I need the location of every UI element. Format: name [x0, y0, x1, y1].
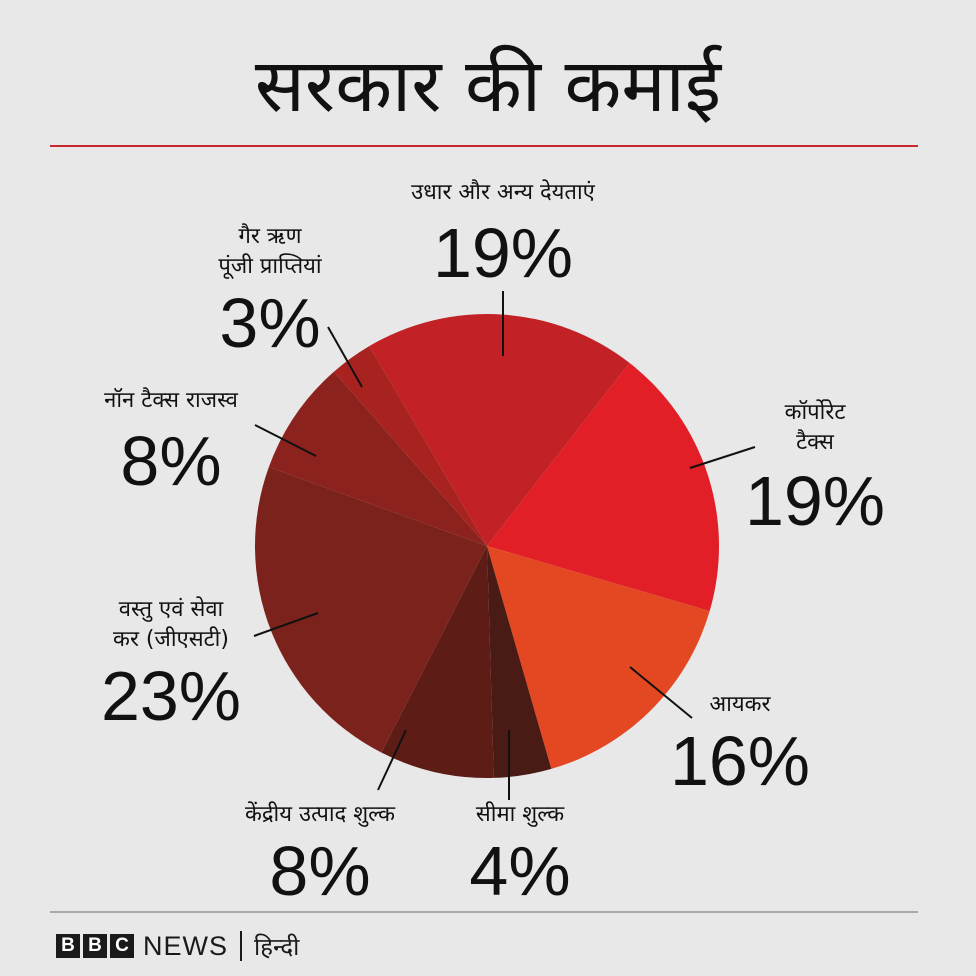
pie-slice-7 [333, 346, 487, 546]
slice-label: केंद्रीय उत्पाद शुल्क [244, 802, 395, 827]
pie-slice-0 [369, 313, 630, 546]
leader-line-corporate [689, 446, 756, 469]
slice-percent: 3% [219, 284, 321, 362]
label-borrowing: उधार और अन्य देयताएं 19% [318, 178, 688, 288]
label-income: आयकर 16% [640, 690, 840, 796]
slice-percent: 8% [120, 422, 222, 500]
slice-label: वस्तु एवं सेवा [118, 597, 224, 622]
slice-label: उधार और अन्य देयताएं [411, 180, 595, 205]
pie-slice-6 [268, 371, 487, 546]
slice-percent: 16% [669, 722, 811, 800]
chart-title: सरकार की कमाई [254, 43, 722, 129]
leader-line-nontax [254, 424, 317, 457]
slice-label: आयकर [709, 692, 771, 717]
label-customs: सीमा शुल्क 4% [420, 800, 620, 906]
bbc-letter: B [83, 934, 107, 958]
label-nontax: नॉन टैक्स राजस्व 8% [56, 386, 286, 496]
slice-percent: 23% [100, 657, 242, 735]
leader-line-excise [377, 729, 407, 791]
slice-percent: 19% [744, 462, 886, 540]
title-divider [50, 145, 918, 147]
bbc-news-hindi-logo: B B C NEWS हिन्दी [56, 926, 299, 966]
slice-label: कॉर्पोरेट [784, 400, 846, 425]
pie-slice-2 [487, 546, 710, 769]
slice-label: सीमा शुल्क [475, 802, 565, 827]
label-corporate: कॉर्पोरेट टैक्स 19% [720, 398, 910, 536]
language-name: हिन्दी [254, 932, 300, 961]
label-excise: केंद्रीय उत्पाद शुल्क 8% [190, 800, 450, 906]
pie-slice-4 [381, 546, 494, 779]
leader-line-capital [327, 326, 363, 388]
bbc-letter: B [56, 934, 80, 958]
pie-slice-3 [487, 546, 552, 778]
slice-label: पूंजी प्राप्तियां [218, 254, 322, 279]
pie-slice-5 [254, 467, 487, 753]
slice-percent: 8% [269, 832, 371, 910]
slice-percent: 19% [432, 214, 574, 292]
slice-label: गैर ऋण [238, 224, 302, 249]
bbc-logo: B B C [56, 934, 134, 958]
leader-line-income [629, 666, 693, 719]
pie-slice-1 [487, 362, 719, 612]
footer-divider [50, 911, 918, 913]
slice-label: कर (जीएसटी) [113, 627, 229, 652]
news-wordmark: NEWS [143, 930, 228, 961]
label-capital: गैर ऋण पूंजी प्राप्तियां 3% [160, 222, 380, 358]
label-gst: वस्तु एवं सेवा कर (जीएसटी) 23% [56, 595, 286, 731]
slice-label: नॉन टैक्स राजस्व [104, 388, 238, 413]
slice-label: टैक्स [796, 430, 834, 455]
slice-percent: 4% [469, 832, 571, 910]
logo-separator [240, 931, 242, 961]
bbc-letter: C [110, 934, 134, 958]
leader-line-gst [253, 612, 319, 637]
